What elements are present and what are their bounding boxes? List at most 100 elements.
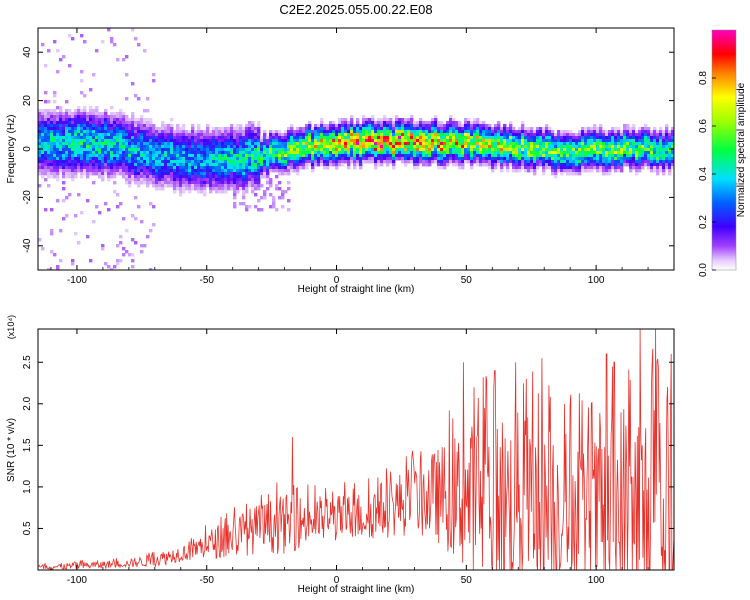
heatmap-cell (221, 178, 225, 182)
heatmap-cell (110, 175, 114, 179)
heatmap-cell (170, 184, 174, 188)
heatmap-cell (668, 142, 672, 146)
heatmap-cell (134, 163, 138, 167)
heatmap-cell (425, 139, 429, 143)
heatmap-cell (518, 163, 522, 167)
heatmap-cell (284, 157, 288, 161)
heatmap-cell (353, 124, 357, 128)
heatmap-cell (218, 172, 222, 176)
heatmap-cell (47, 184, 51, 188)
heatmap-cell (641, 151, 645, 155)
heatmap-cell (65, 157, 69, 161)
heatmap-cell (572, 160, 576, 164)
heatmap-cell (611, 148, 615, 152)
heatmap-cell (293, 148, 297, 152)
heatmap-cell (98, 142, 102, 146)
heatmap-cell (461, 133, 465, 137)
heatmap-cell (614, 136, 618, 140)
heatmap-cell (38, 184, 42, 188)
heatmap-cell (185, 145, 189, 149)
heatmap-cell (176, 151, 180, 155)
heatmap-cell (452, 148, 456, 152)
heatmap-cell (515, 154, 519, 158)
heatmap-cell (419, 148, 423, 152)
heatmap-cell (614, 151, 618, 155)
heatmap-cell (662, 169, 666, 173)
heatmap-cell (212, 160, 216, 164)
heatmap-cell (131, 265, 135, 269)
heatmap-cell (56, 268, 60, 270)
heatmap-cell (572, 133, 576, 137)
heatmap-cell (110, 172, 114, 176)
heatmap-cell (476, 118, 480, 122)
heatmap-cell (560, 130, 564, 134)
heatmap-cell (623, 151, 627, 155)
heatmap-cell (425, 160, 429, 164)
heatmap-cell (53, 118, 57, 122)
heatmap-cell (143, 157, 147, 161)
heatmap-cell (653, 127, 657, 131)
heatmap-cell (629, 166, 633, 170)
heatmap-cell (374, 136, 378, 140)
heatmap-cell (326, 133, 330, 137)
heatmap-cell (557, 139, 561, 143)
heatmap-cell (149, 163, 153, 167)
heatmap-cell (416, 145, 420, 149)
heatmap-cell (662, 157, 666, 161)
heatmap-cell (377, 130, 381, 134)
heatmap-cell (644, 127, 648, 131)
heatmap-cell (563, 163, 567, 167)
heatmap-cell (41, 145, 45, 149)
heatmap-cell (224, 145, 228, 149)
heatmap-cell (107, 139, 111, 143)
heatmap-cell (386, 163, 390, 167)
heatmap-cell (278, 166, 282, 170)
heatmap-cell (479, 148, 483, 152)
heatmap-cell (116, 130, 120, 134)
heatmap-cell (194, 184, 198, 188)
heatmap-cell (128, 127, 132, 131)
heatmap-cell (608, 139, 612, 143)
heatmap-cell (356, 157, 360, 161)
heatmap-cell (662, 151, 666, 155)
heatmap-cell (503, 136, 507, 140)
heatmap-cell (566, 163, 570, 167)
heatmap-cell (275, 145, 279, 149)
heatmap-cell (413, 127, 417, 131)
heatmap-cell (191, 163, 195, 167)
heatmap-cell (236, 166, 240, 170)
heatmap-cell (80, 157, 84, 161)
heatmap-cell (440, 148, 444, 152)
heatmap-cell (368, 133, 372, 137)
heatmap-cell (197, 154, 201, 158)
heatmap-cell (590, 166, 594, 170)
heatmap-cell (131, 175, 135, 179)
heatmap-cell (290, 124, 294, 128)
heatmap-cell (314, 151, 318, 155)
heatmap-cell (152, 154, 156, 158)
heatmap-cell (419, 124, 423, 128)
heatmap-cell (569, 130, 573, 134)
heatmap-cell (359, 133, 363, 137)
heatmap-cell (659, 169, 663, 173)
heatmap-cell (635, 142, 639, 146)
heatmap-cell (269, 130, 273, 134)
heatmap-cell (281, 145, 285, 149)
heatmap-cell (512, 136, 516, 140)
heatmap-cell (659, 163, 663, 167)
heatmap-cell (572, 142, 576, 146)
heatmap-cell (278, 181, 282, 185)
heatmap-cell (386, 160, 390, 164)
heatmap-cell (227, 130, 231, 134)
heatmap-cell (122, 253, 126, 257)
heatmap-cell (314, 160, 318, 164)
heatmap-cell (533, 130, 537, 134)
heatmap-cell (422, 160, 426, 164)
heatmap-cell (131, 142, 135, 146)
heatmap-cell (422, 130, 426, 134)
heatmap-cell (194, 139, 198, 143)
heatmap-cell (254, 181, 258, 185)
heatmap-cell (86, 175, 90, 179)
heatmap-cell (308, 157, 312, 161)
heatmap-cell (338, 151, 342, 155)
